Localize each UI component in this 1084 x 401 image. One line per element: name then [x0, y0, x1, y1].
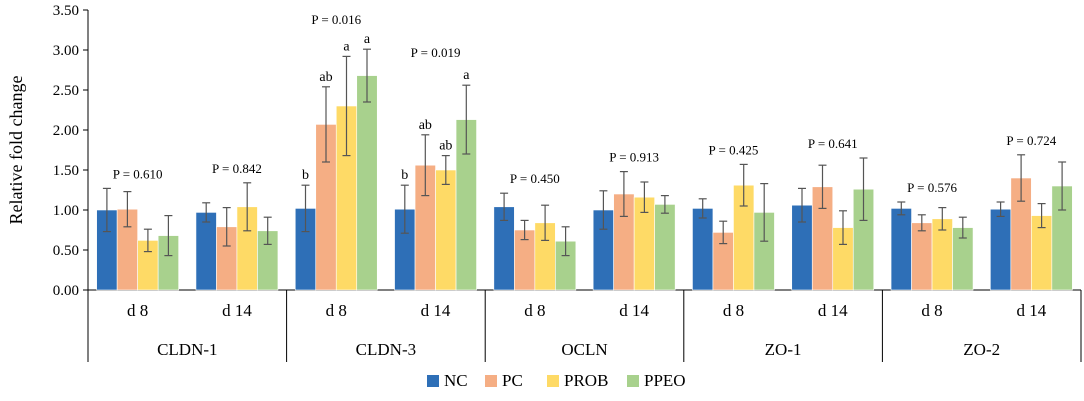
legend-swatch-ppeo — [627, 375, 639, 387]
significance-letter: a — [364, 32, 371, 47]
y-tick-label: 1.00 — [53, 203, 79, 219]
bar-nc — [890, 208, 912, 291]
day-label: d 8 — [127, 301, 148, 320]
legend-swatch-prob — [547, 375, 559, 387]
y-tick-label: 2.50 — [53, 83, 79, 99]
day-label: d 8 — [326, 301, 347, 320]
p-value-label: P = 0.641 — [808, 136, 858, 151]
y-axis-title: Relative fold change — [6, 76, 26, 225]
bar-prob — [435, 169, 457, 291]
y-tick-label: 3.50 — [53, 3, 79, 19]
group-label-zo-2: ZO-2 — [963, 340, 1000, 359]
significance-letter: b — [401, 168, 408, 183]
significance-letter: ab — [419, 118, 432, 133]
day-label: d 14 — [1016, 301, 1046, 320]
day-label: d 14 — [818, 301, 848, 320]
y-tick-label: 3.00 — [53, 43, 79, 59]
day-label: d 8 — [921, 301, 942, 320]
bar-ppeo — [654, 204, 676, 291]
group-label-cldn-3: CLDN-3 — [356, 340, 416, 359]
significance-letter: ab — [319, 70, 332, 85]
p-value-label: P = 0.450 — [510, 171, 560, 186]
day-label: d 8 — [524, 301, 545, 320]
day-label: d 14 — [619, 301, 649, 320]
significance-letter: a — [343, 39, 350, 54]
legend-swatch-pc — [485, 375, 497, 387]
legend-label-prob: PROB — [564, 371, 608, 390]
y-tick-label: 0.00 — [53, 283, 79, 299]
group-label-zo-1: ZO-1 — [765, 340, 802, 359]
legend-swatch-nc — [427, 375, 439, 387]
bar-nc — [195, 212, 217, 291]
bar-ppeo — [356, 75, 378, 291]
bar-nc — [990, 208, 1012, 291]
significance-letter: ab — [439, 139, 452, 154]
p-value-label: P = 0.019 — [411, 45, 461, 60]
p-value-label: P = 0.724 — [1006, 133, 1056, 148]
day-label: d 14 — [222, 301, 252, 320]
day-label: d 8 — [723, 301, 744, 320]
p-value-label: P = 0.576 — [907, 180, 957, 195]
bar-pc — [911, 222, 933, 291]
bar-nc — [692, 208, 714, 291]
y-tick-label: 1.50 — [53, 163, 79, 179]
p-value-label: P = 0.610 — [113, 166, 163, 181]
significance-letter: a — [463, 68, 470, 83]
p-value-label: P = 0.913 — [609, 150, 659, 165]
p-value-label: P = 0.016 — [311, 12, 361, 27]
y-tick-label: 0.50 — [53, 243, 79, 259]
group-label-ocln: OCLN — [561, 340, 607, 359]
y-tick-label: 2.00 — [53, 123, 79, 139]
p-value-label: P = 0.842 — [212, 161, 262, 176]
significance-letter: b — [302, 168, 309, 183]
day-label: d 14 — [421, 301, 451, 320]
group-label-cldn-1: CLDN-1 — [157, 340, 217, 359]
p-value-label: P = 0.425 — [709, 142, 759, 157]
legend-label-ppeo: PPEO — [644, 371, 686, 390]
legend-label-nc: NC — [444, 371, 468, 390]
legend-label-pc: PC — [502, 371, 523, 390]
